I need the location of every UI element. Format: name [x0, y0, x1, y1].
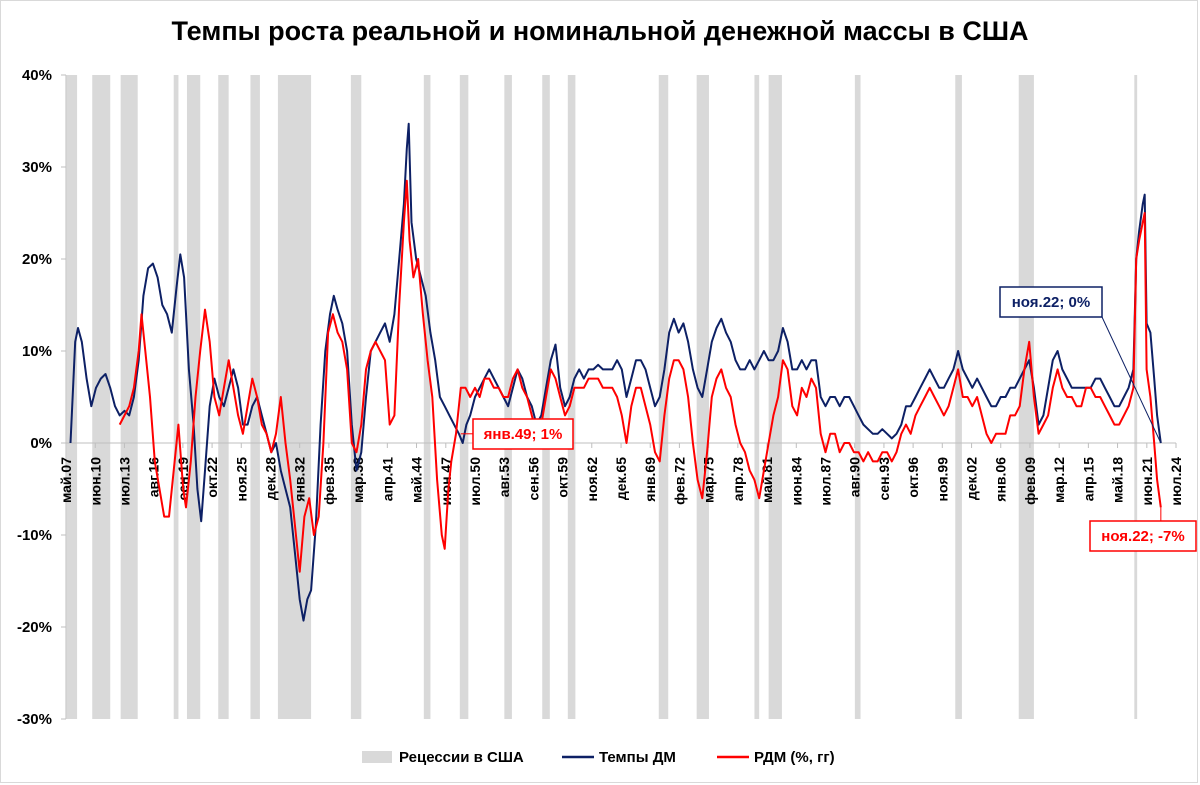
x-tick-label: апр.41	[379, 457, 395, 501]
x-tick-label: авг.16	[146, 457, 162, 497]
x-tick-label: дек.02	[964, 457, 980, 500]
y-tick-label: 40%	[22, 67, 52, 84]
x-tick-label: ноя.99	[934, 457, 950, 502]
axes	[65, 75, 1176, 719]
x-tick-label: янв.06	[993, 457, 1009, 502]
x-tick-label: сен.93	[876, 457, 892, 501]
legend-swatch-recession	[362, 751, 392, 763]
x-tick-label: сен.56	[525, 457, 541, 501]
recession-band	[250, 75, 260, 719]
x-tick-label: мар.12	[1051, 457, 1067, 503]
chart-title: Темпы роста реальной и номинальной денеж…	[171, 16, 1029, 46]
x-tick-label: окт.22	[204, 457, 220, 498]
recession-band	[1134, 75, 1138, 719]
x-tick-label: фев.09	[1022, 457, 1038, 505]
x-tick-label: дек.28	[263, 457, 279, 500]
x-tick-label: ноя.62	[584, 457, 600, 502]
callouts: ноя.22; 0% янв.49; 1% ноя.22; -7%	[460, 286, 1197, 552]
y-tick-label: -30%	[17, 711, 52, 728]
recession-band	[186, 75, 201, 719]
recession-band	[423, 75, 431, 719]
x-tick-label: июн.84	[788, 457, 804, 506]
x-tick-label: май.18	[1110, 457, 1126, 503]
x-tick-label: май.07	[58, 457, 74, 503]
callout-label: ноя.22; -7%	[1101, 528, 1184, 545]
x-tick-label: окт.59	[555, 457, 571, 498]
callout-leader	[1101, 316, 1162, 444]
legend-label-recession: Рецессии в США	[399, 749, 524, 766]
y-tick-label: 20%	[22, 251, 52, 268]
x-tick-label: июн.10	[87, 457, 103, 506]
recession-band	[277, 75, 312, 719]
x-tick-label: ноя.25	[233, 457, 249, 502]
recession-band	[92, 75, 111, 719]
x-tick-label: июл.24	[1168, 457, 1184, 506]
legend-label-real: РДМ (%, гг)	[754, 749, 835, 766]
recession-band	[120, 75, 138, 719]
recession-band	[854, 75, 861, 719]
y-tick-label: 30%	[22, 159, 52, 176]
x-tick-label: дек.65	[613, 457, 629, 500]
x-tick-label: фев.35	[321, 457, 337, 505]
x-tick-label: мар.38	[350, 457, 366, 503]
y-tick-label: -20%	[17, 619, 52, 636]
legend: Рецессии в США Темпы ДМ РДМ (%, гг)	[362, 749, 835, 766]
series-line-real	[118, 179, 1162, 573]
y-tick-label: 0%	[30, 435, 52, 452]
recession-band	[768, 75, 782, 719]
recession-band	[218, 75, 229, 719]
recession-band	[658, 75, 669, 719]
recession-band	[955, 75, 962, 719]
series-line-nominal	[69, 122, 1162, 622]
series-lines	[69, 122, 1162, 622]
callout-label: ноя.22; 0%	[1012, 294, 1090, 311]
x-tick-label: июн.21	[1139, 457, 1155, 506]
x-tick-label: май.81	[759, 457, 775, 503]
x-tick-label: янв.32	[292, 457, 308, 502]
x-tick-label: июл.50	[467, 457, 483, 506]
callout-label: янв.49; 1%	[484, 426, 563, 443]
legend-label-nominal: Темпы ДМ	[599, 749, 676, 766]
recession-band	[459, 75, 469, 719]
x-tick-label: авг.53	[496, 457, 512, 497]
recession-band	[350, 75, 362, 719]
recession-band	[173, 75, 179, 719]
callout-box	[1089, 520, 1197, 552]
recession-band	[1018, 75, 1034, 719]
recession-band	[754, 75, 760, 719]
x-tick-label: май.44	[409, 457, 425, 503]
x-tick-label: фев.72	[671, 457, 687, 505]
callout-box	[999, 286, 1103, 318]
x-tick-label: апр.78	[730, 457, 746, 501]
x-tick-label: авг.90	[847, 457, 863, 497]
x-tick-label: июл.13	[116, 457, 132, 506]
y-tick-label: -10%	[17, 527, 52, 544]
x-tick-label: апр.15	[1080, 457, 1096, 501]
y-tick-label: 10%	[22, 343, 52, 360]
x-tick-label: янв.69	[642, 457, 658, 502]
callout-box	[472, 418, 574, 450]
x-tick-label: июл.87	[817, 457, 833, 506]
y-axis-ticks: -30% -20% -10% 0% 10% 20% 30% 40%	[17, 67, 66, 728]
x-axis-ticks: май.07 июн.10 июл.13 авг.16 сен.19 окт.22 ноя.…	[58, 443, 1184, 506]
x-tick-label: окт.96	[905, 457, 921, 498]
